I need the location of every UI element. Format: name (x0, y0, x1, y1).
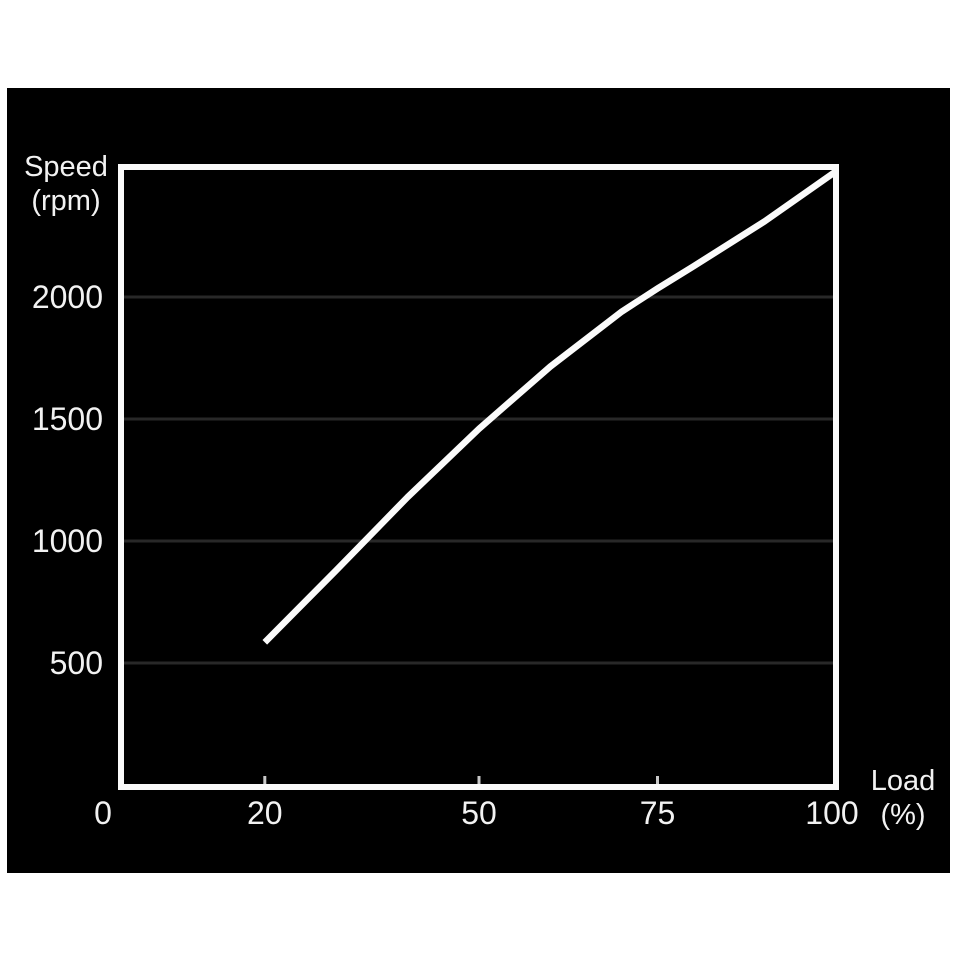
y-axis-title-line1: Speed (24, 151, 108, 183)
x-tick-label-75: 75 (639, 795, 676, 831)
y-tick-label-1500: 1500 (31, 401, 103, 437)
x-tick-label-0: 0 (94, 795, 112, 831)
plot-border (118, 164, 839, 790)
y-tick-label-500: 500 (49, 645, 103, 681)
y-axis-title: Speed (rpm) (13, 150, 119, 218)
speed-curve-layer (262, 168, 838, 784)
x-axis-title-line1: Load (870, 765, 936, 797)
chart-panel: Speed (rpm) Load (%) 2000 1500 1000 500 0 20… (7, 88, 950, 873)
y-tick-label-2000: 2000 (31, 279, 103, 315)
x-axis-title: Load (%) (841, 764, 962, 832)
speed-curve (262, 168, 838, 645)
x-tick-label-100: 100 (805, 795, 859, 831)
gridlines-layer (124, 295, 834, 665)
x-tick-label-50: 50 (461, 795, 497, 831)
y-tick-label-1000: 1000 (31, 523, 103, 559)
y-axis-title-line2: (rpm) (31, 185, 101, 217)
x-tick-label-20: 20 (247, 795, 283, 831)
x-axis-title-line2: (%) (880, 799, 926, 831)
